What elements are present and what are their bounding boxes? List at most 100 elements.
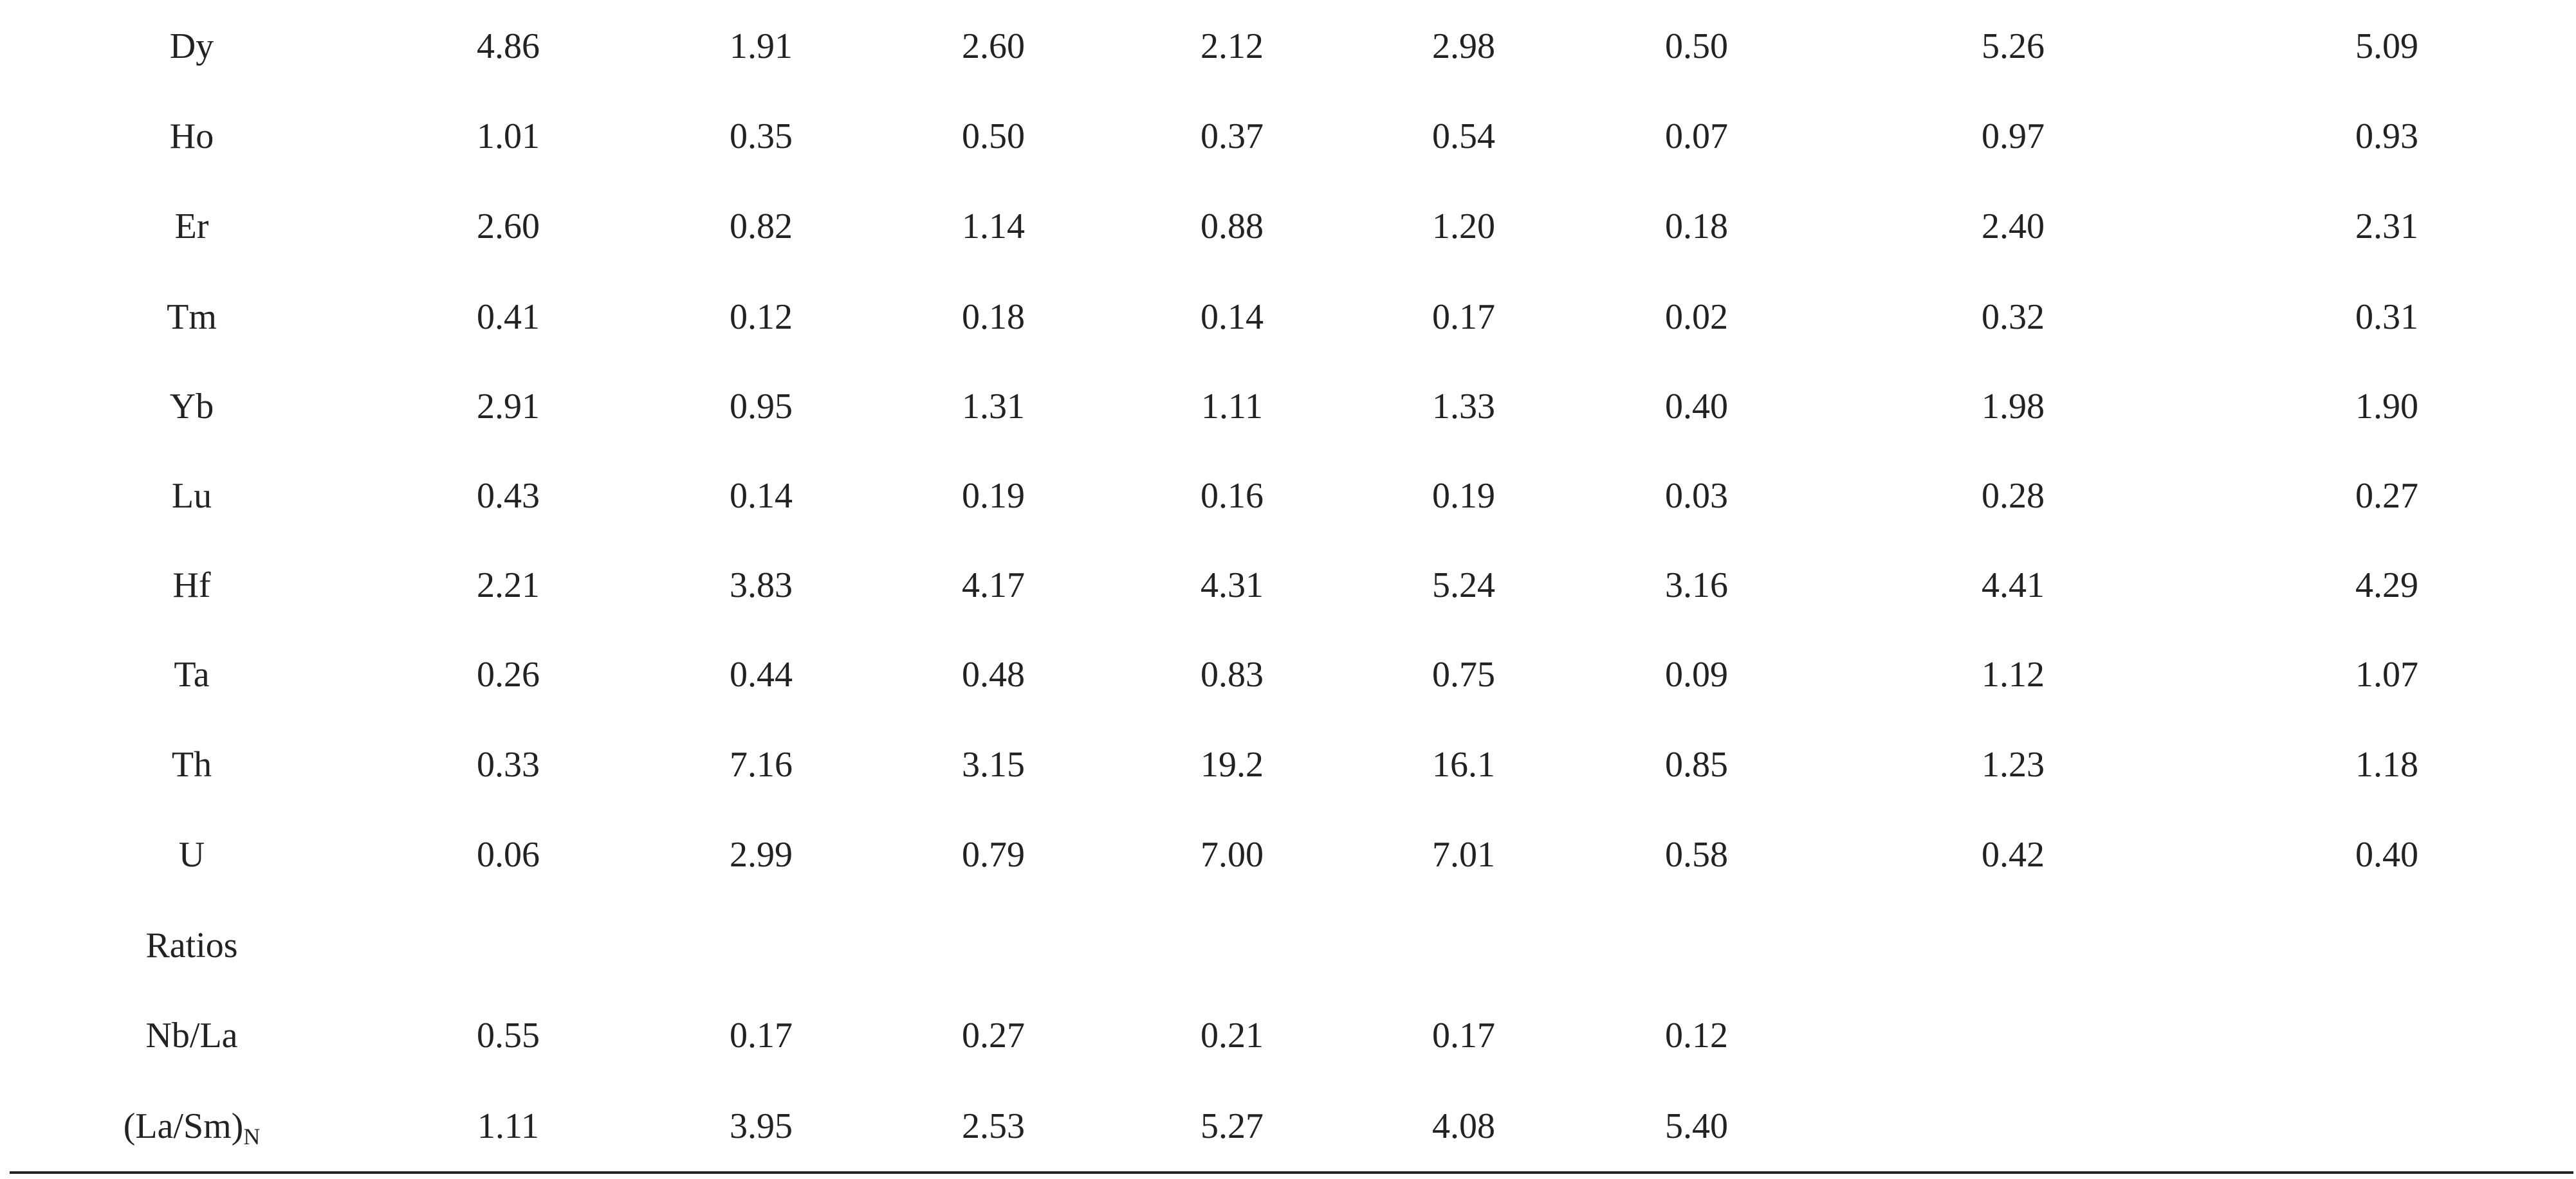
table-cell: 0.21 <box>1201 1016 1264 1056</box>
table-cell: 1.98 <box>1982 387 2045 426</box>
table-cell: 0.44 <box>730 655 793 695</box>
table-cell: 1.31 <box>962 387 1025 426</box>
table-cell: 2.60 <box>477 206 540 246</box>
row-label: U <box>179 823 205 887</box>
table-cell: 0.58 <box>1665 835 1728 875</box>
table-cell: 0.88 <box>1201 206 1264 246</box>
table-cell: 4.29 <box>2355 565 2418 605</box>
table-cell: 0.18 <box>1665 206 1728 246</box>
table-cell: 2.53 <box>962 1106 1025 1146</box>
table-cell: 0.19 <box>1432 476 1495 516</box>
table-cell: 2.99 <box>730 835 793 875</box>
row-label-text: Ratios <box>145 926 238 965</box>
table-cell: 0.32 <box>1982 297 2045 337</box>
table-cell: 5.27 <box>1201 1106 1264 1146</box>
table-cell: 4.17 <box>962 565 1025 605</box>
table-cell: 2.12 <box>1201 26 1264 66</box>
table-row: Er 2.60 0.82 1.14 0.88 1.20 0.18 2.40 2.31 <box>0 194 2576 259</box>
table-cell: 0.40 <box>1665 387 1728 426</box>
row-label-text: (La/Sm) <box>123 1106 244 1146</box>
table-cell: 0.17 <box>1432 1016 1495 1056</box>
table-cell: 3.95 <box>730 1106 793 1146</box>
table-cell: 5.40 <box>1665 1106 1728 1146</box>
table-cell: 0.33 <box>477 745 540 785</box>
table-row: Tm 0.41 0.12 0.18 0.14 0.17 0.02 0.32 0.31 <box>0 285 2576 349</box>
row-label: (La/Sm)N <box>124 1094 261 1158</box>
table-cell: 4.41 <box>1982 565 2045 605</box>
row-label: Th <box>172 733 212 797</box>
table-cell: 0.48 <box>962 655 1025 695</box>
table-cell: 0.54 <box>1432 116 1495 156</box>
table-cell: 0.16 <box>1201 476 1264 516</box>
table-cell: 0.97 <box>1982 116 2045 156</box>
table-row: Lu 0.43 0.14 0.19 0.16 0.19 0.03 0.28 0.27 <box>0 464 2576 528</box>
row-label-text: Yb <box>169 387 214 426</box>
row-label-text: Tm <box>167 297 217 337</box>
table-cell: 7.00 <box>1201 835 1264 875</box>
row-label-text: Ho <box>169 116 214 156</box>
table-cell: 2.98 <box>1432 26 1495 66</box>
row-label-text: Er <box>174 206 209 246</box>
table-cell: 19.2 <box>1201 745 1264 785</box>
row-label: Ta <box>174 643 209 707</box>
table-cell: 0.83 <box>1201 655 1264 695</box>
table-row: Hf 2.21 3.83 4.17 4.31 5.24 3.16 4.41 4.29 <box>0 553 2576 617</box>
table-row: Th 0.33 7.16 3.15 19.2 16.1 0.85 1.23 1.18 <box>0 733 2576 797</box>
table-cell: 1.18 <box>2355 745 2418 785</box>
table-cell: 3.83 <box>730 565 793 605</box>
table-row: Ratios <box>0 913 2576 978</box>
table-cell: 1.90 <box>2355 387 2418 426</box>
table-cell: 0.95 <box>730 387 793 426</box>
table-cell: 0.50 <box>962 116 1025 156</box>
table-cell: 4.31 <box>1201 565 1264 605</box>
row-label: Nb/La <box>145 1003 237 1068</box>
table-cell: 1.14 <box>962 206 1025 246</box>
row-label-text: Hf <box>172 565 211 605</box>
table-cell: 2.60 <box>962 26 1025 66</box>
table-cell: 0.12 <box>730 297 793 337</box>
table-cell: 2.91 <box>477 387 540 426</box>
row-label: Yb <box>170 374 214 439</box>
table-cell: 0.17 <box>1432 297 1495 337</box>
table-cell: 5.24 <box>1432 565 1495 605</box>
row-label-text: U <box>178 835 205 875</box>
table-cell: 1.20 <box>1432 206 1495 246</box>
table-cell: 1.23 <box>1982 745 2045 785</box>
table-cell: 0.55 <box>477 1016 540 1056</box>
table-cell: 0.85 <box>1665 745 1728 785</box>
row-label: Hf <box>172 553 210 617</box>
row-label-subscript: N <box>243 1124 261 1149</box>
table-bottom-rule <box>10 1171 2573 1174</box>
table-cell: 7.16 <box>730 745 793 785</box>
table-cell: 0.41 <box>477 297 540 337</box>
table-cell: 1.01 <box>477 116 540 156</box>
table-cell: 1.11 <box>477 1106 539 1146</box>
table-cell: 1.33 <box>1432 387 1495 426</box>
table-cell: 0.82 <box>730 206 793 246</box>
table-row: Ho 1.01 0.35 0.50 0.37 0.54 0.07 0.97 0.93 <box>0 104 2576 169</box>
table-cell: 2.40 <box>1982 206 2045 246</box>
table-cell: 2.21 <box>477 565 540 605</box>
table-cell: 3.15 <box>962 745 1025 785</box>
table-cell: 0.19 <box>962 476 1025 516</box>
row-label-text: Lu <box>171 476 212 516</box>
table-cell: 4.86 <box>477 26 540 66</box>
table-cell: 0.27 <box>2355 476 2418 516</box>
row-label-text: Ta <box>174 655 210 695</box>
table-cell: 0.75 <box>1432 655 1495 695</box>
row-label: Ratios <box>145 913 237 978</box>
table-cell: 4.08 <box>1432 1106 1495 1146</box>
table-row: Dy 4.86 1.91 2.60 2.12 2.98 0.50 5.26 5.09 <box>0 14 2576 78</box>
table-cell: 3.16 <box>1665 565 1728 605</box>
table-cell: 0.14 <box>1201 297 1264 337</box>
table-cell: 5.09 <box>2355 26 2418 66</box>
table-cell: 1.07 <box>2355 655 2418 695</box>
row-label: Dy <box>170 14 214 78</box>
table-cell: 1.12 <box>1982 655 2045 695</box>
table-cell: 0.03 <box>1665 476 1728 516</box>
table-cell: 1.91 <box>730 26 793 66</box>
table-row: Ta 0.26 0.44 0.48 0.83 0.75 0.09 1.12 1.07 <box>0 643 2576 707</box>
table-cell: 0.12 <box>1665 1016 1728 1056</box>
table-cell: 0.07 <box>1665 116 1728 156</box>
